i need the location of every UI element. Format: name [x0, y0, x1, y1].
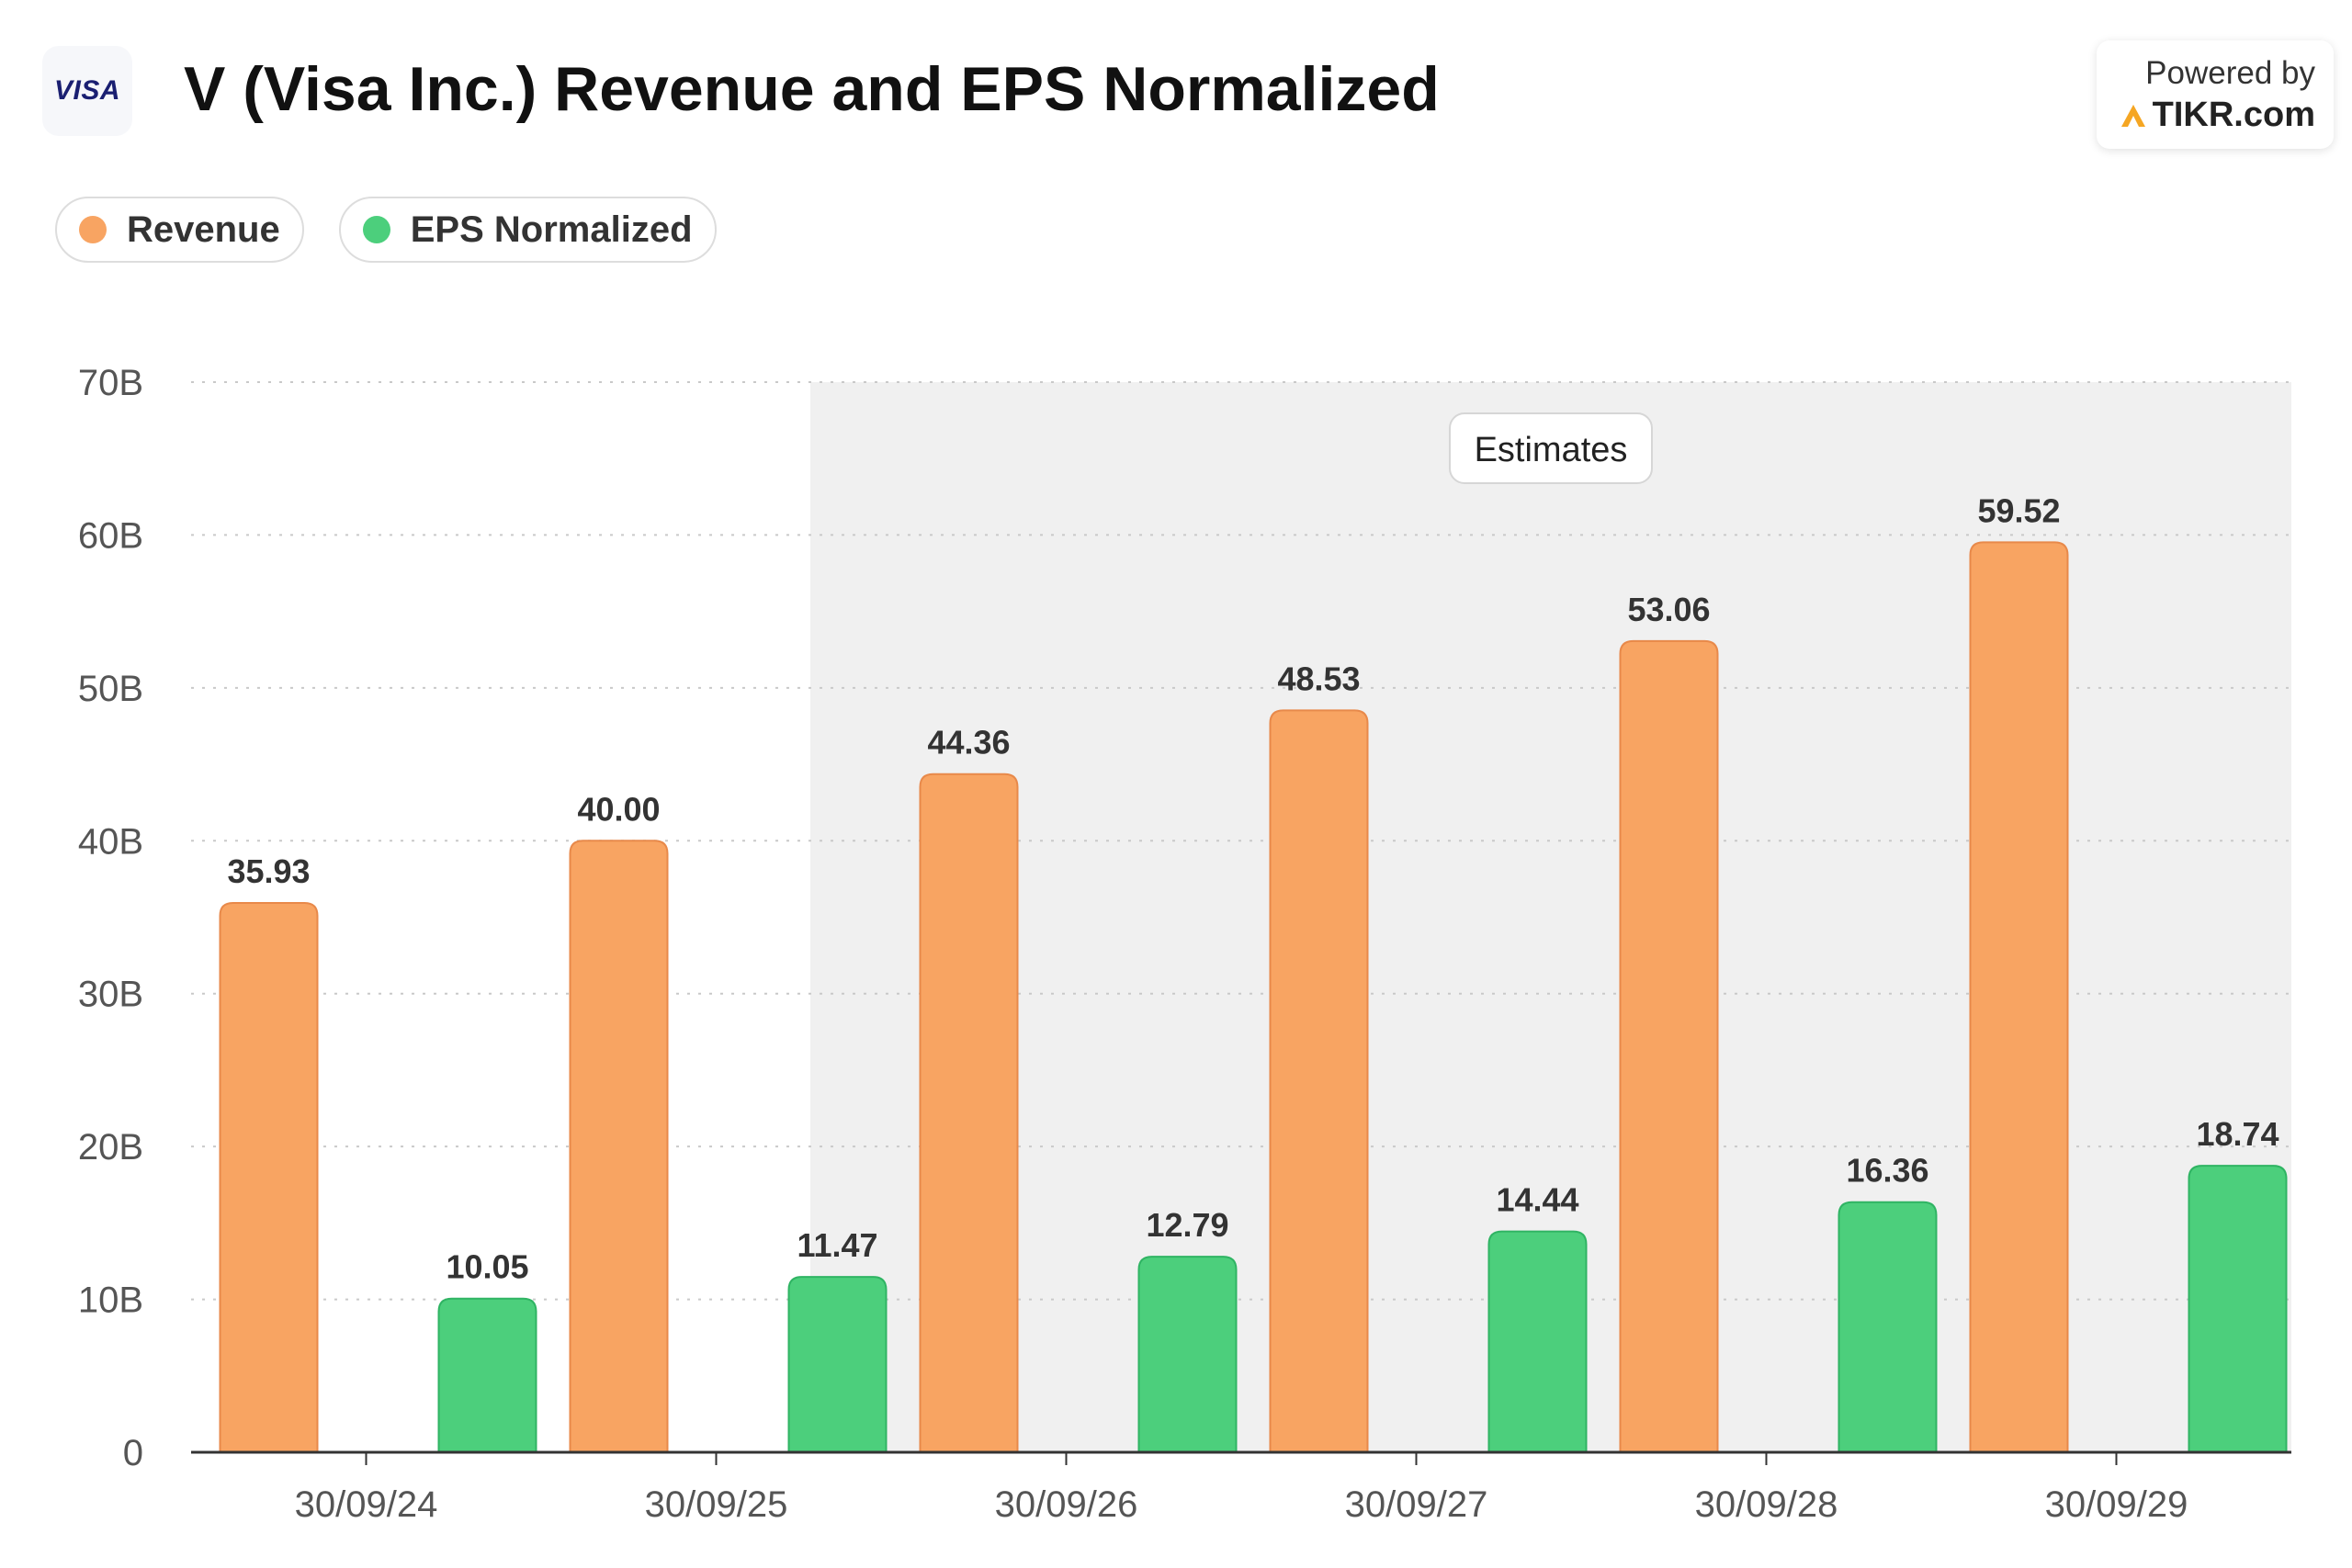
revenue-legend-dot [79, 216, 107, 243]
eps-bar[interactable] [1838, 1201, 1938, 1453]
tikr-brand: TIKR.com [2097, 94, 2315, 136]
visa-logo-text: VISA [53, 75, 121, 106]
chart-title: V (Visa Inc.) Revenue and EPS Normalized [184, 54, 1440, 124]
eps-bar[interactable] [2188, 1165, 2288, 1453]
visa-logo: VISA [42, 46, 132, 136]
revenue-bar[interactable] [219, 902, 319, 1453]
x-tick-label: 30/09/27 [1345, 1484, 1488, 1525]
y-tick-label: 60B [78, 515, 143, 556]
x-tick-label: 30/09/29 [2045, 1484, 2188, 1525]
eps-legend-dot [362, 216, 390, 243]
revenue-bar[interactable] [1269, 709, 1369, 1453]
estimates-label: Estimates [1475, 431, 1628, 469]
y-tick-label: 50B [78, 669, 143, 709]
revenue-bar[interactable] [569, 840, 669, 1453]
eps-bar[interactable] [1137, 1256, 1238, 1453]
x-tick-label: 30/09/25 [645, 1484, 788, 1525]
estimates-badge [1449, 412, 1653, 484]
x-tick-label: 30/09/28 [1695, 1484, 1838, 1525]
revenue-value-label: 44.36 [927, 724, 1010, 761]
eps-bar[interactable] [787, 1276, 888, 1453]
legend-label-revenue: Revenue [127, 209, 280, 250]
powered-by-badge[interactable]: Powered by TIKR.com [2097, 40, 2334, 149]
tikr-brand-text: TIKR.com [2152, 96, 2315, 134]
y-tick-label: 10B [78, 1280, 143, 1321]
eps-value-label: 10.05 [446, 1248, 528, 1286]
eps-bar[interactable] [1487, 1230, 1588, 1453]
legend-item-eps[interactable]: EPS Normalized [338, 197, 717, 263]
eps-value-label: 14.44 [1496, 1181, 1578, 1219]
eps-value-label: 16.36 [1846, 1152, 1928, 1190]
eps-value-label: 12.79 [1146, 1206, 1228, 1244]
y-tick-label: 0 [123, 1433, 143, 1473]
eps-value-label: 18.74 [2196, 1115, 2278, 1153]
y-tick-label: 70B [78, 363, 143, 403]
revenue-value-label: 59.52 [1977, 491, 2060, 529]
tikr-logo-icon [2120, 105, 2145, 127]
revenue-bar[interactable] [919, 773, 1019, 1453]
revenue-value-label: 48.53 [1277, 660, 1360, 697]
y-tick-label: 30B [78, 975, 143, 1015]
revenue-bar[interactable] [1969, 541, 2069, 1453]
legend-item-revenue[interactable]: Revenue [55, 197, 304, 263]
revenue-value-label: 40.00 [577, 790, 660, 828]
revenue-bar[interactable] [1619, 639, 1719, 1453]
x-tick-label: 30/09/24 [295, 1484, 438, 1525]
chart-legend: Revenue EPS Normalized [55, 197, 717, 263]
revenue-value-label: 53.06 [1627, 591, 1710, 628]
y-tick-label: 20B [78, 1127, 143, 1168]
x-tick-label: 30/09/26 [995, 1484, 1138, 1525]
powered-by-label: Powered by [2145, 55, 2315, 91]
eps-bar[interactable] [437, 1297, 537, 1453]
chart-header: VISA V (Visa Inc.) Revenue and EPS Norma… [0, 0, 2352, 175]
revenue-value-label: 35.93 [227, 852, 310, 890]
legend-label-eps: EPS Normalized [410, 209, 693, 250]
eps-value-label: 11.47 [797, 1226, 877, 1264]
y-tick-label: 40B [78, 821, 143, 862]
